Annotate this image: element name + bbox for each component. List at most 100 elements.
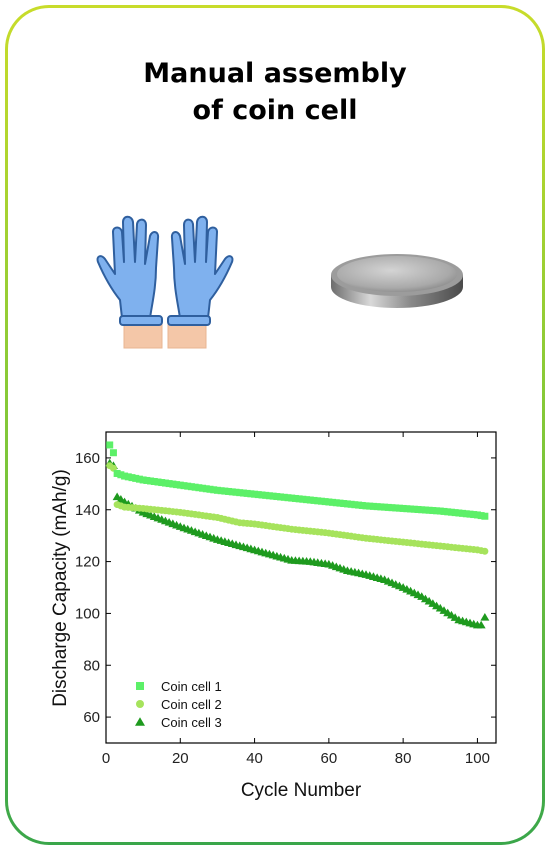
- x-tick-label: 0: [102, 750, 110, 767]
- data-point: [303, 496, 311, 504]
- series-1: [106, 441, 489, 520]
- series-2: [106, 462, 489, 555]
- data-point: [362, 502, 370, 510]
- data-point: [109, 449, 117, 457]
- y-tick-label: 120: [75, 554, 100, 571]
- data-point: [225, 487, 233, 495]
- data-point: [358, 501, 366, 509]
- data-point: [369, 502, 377, 510]
- data-point: [395, 504, 403, 512]
- data-point: [176, 481, 184, 489]
- data-point: [143, 476, 151, 484]
- data-point: [154, 478, 162, 486]
- data-point: [117, 471, 125, 479]
- data-point: [332, 499, 340, 507]
- data-point: [202, 485, 210, 493]
- data-point: [377, 503, 385, 511]
- data-point: [340, 500, 348, 508]
- data-point: [425, 506, 433, 514]
- data-point: [392, 504, 400, 512]
- data-point: [139, 476, 147, 484]
- data-point: [388, 504, 396, 512]
- legend-marker: [136, 682, 144, 690]
- data-point: [173, 481, 181, 489]
- legend-label: Coin cell 1: [161, 679, 222, 694]
- page-title-line-2: of coin cell: [192, 95, 358, 126]
- data-point: [243, 489, 251, 497]
- data-point: [247, 490, 255, 498]
- data-point: [213, 486, 221, 494]
- legend-marker: [135, 717, 145, 726]
- legend: Coin cell 1 Coin cell 2 Coin cell 3: [135, 679, 222, 730]
- data-point: [477, 512, 485, 520]
- card-background: [8, 8, 542, 842]
- data-point: [280, 493, 288, 501]
- data-point: [436, 507, 444, 515]
- data-point: [455, 509, 463, 517]
- data-point: [433, 507, 441, 515]
- data-point: [314, 497, 322, 505]
- data-point: [329, 498, 337, 506]
- data-point: [299, 495, 307, 503]
- discharge-capacity-chart: 0 20 40 60 80 100 60 80 100 120 140 160 Cycle Numbe…: [50, 431, 497, 801]
- data-point: [444, 508, 452, 516]
- data-point: [258, 491, 266, 499]
- data-point: [473, 511, 481, 519]
- data-point: [373, 503, 381, 511]
- x-axis-label: Cycle Number: [241, 780, 362, 801]
- data-point: [295, 495, 303, 503]
- data-point: [470, 511, 478, 519]
- legend-marker: [136, 700, 144, 708]
- data-point: [440, 507, 448, 515]
- data-point: [476, 620, 486, 629]
- data-point: [158, 479, 166, 487]
- data-point: [150, 478, 158, 486]
- data-point: [128, 474, 136, 482]
- data-point: [481, 512, 489, 520]
- data-point: [273, 493, 281, 501]
- data-point: [228, 488, 236, 496]
- data-point: [135, 475, 143, 483]
- data-point: [165, 480, 173, 488]
- data-point: [124, 473, 132, 481]
- data-point: [480, 612, 490, 621]
- data-point: [343, 500, 351, 508]
- data-point: [195, 484, 203, 492]
- data-point: [381, 503, 389, 511]
- data-point: [418, 506, 426, 514]
- data-point: [232, 488, 240, 496]
- gloved-hands-icon: [96, 215, 234, 349]
- data-point: [180, 482, 188, 490]
- y-axis-label: Discharge Capacity (mAh/g): [50, 469, 71, 707]
- data-point: [317, 497, 325, 505]
- x-tick-label: 20: [172, 750, 189, 767]
- data-point: [466, 510, 474, 518]
- x-tick-label: 100: [465, 750, 490, 767]
- data-point: [366, 502, 374, 510]
- data-point: [106, 441, 114, 449]
- data-point: [325, 498, 333, 506]
- page-title-line-1: Manual assembly: [143, 58, 407, 89]
- data-point: [351, 501, 359, 509]
- x-tick-label: 40: [246, 750, 263, 767]
- data-point: [291, 494, 299, 502]
- data-point: [121, 472, 129, 480]
- data-point: [414, 505, 422, 513]
- data-point: [321, 498, 329, 506]
- data-point: [481, 547, 489, 555]
- data-point: [132, 474, 140, 482]
- data-point: [262, 491, 270, 499]
- data-point: [451, 509, 459, 517]
- data-point: [254, 491, 262, 499]
- plot-frame: [105, 431, 497, 744]
- data-point: [403, 505, 411, 513]
- data-point: [399, 504, 407, 512]
- data-point: [199, 484, 207, 492]
- data-point: [447, 508, 455, 516]
- legend-label: Coin cell 3: [161, 715, 222, 730]
- data-point: [191, 483, 199, 491]
- data-point: [459, 509, 467, 517]
- data-point: [306, 496, 314, 504]
- data-point: [269, 492, 277, 500]
- data-point: [421, 506, 429, 514]
